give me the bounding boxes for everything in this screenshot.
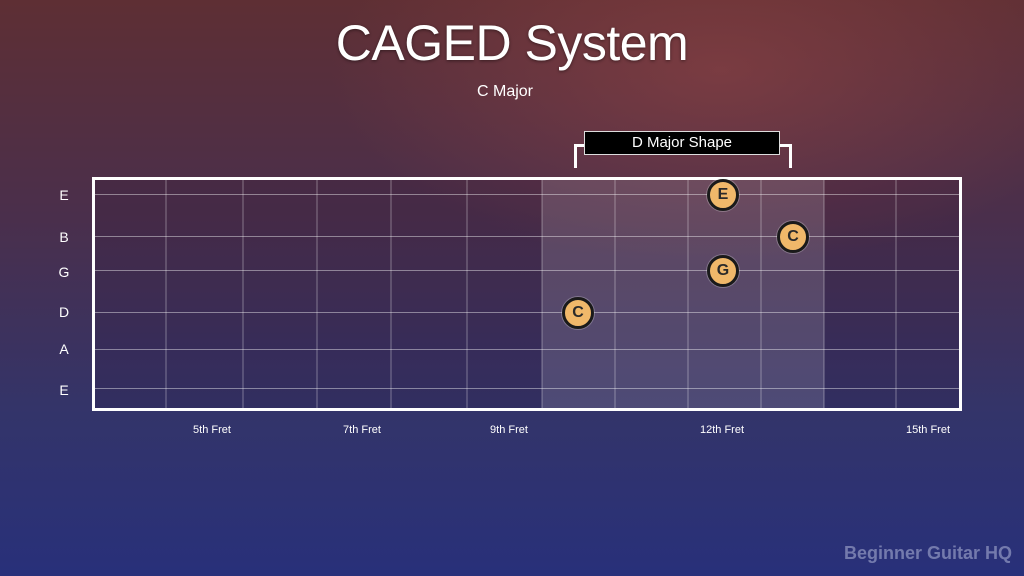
fret-line <box>823 180 825 408</box>
fret-line <box>760 180 762 408</box>
string-label-low-e: E <box>59 382 69 398</box>
string-line-a <box>95 349 959 350</box>
string-label-d: D <box>58 304 70 320</box>
shape-highlight <box>542 180 824 408</box>
fret-label-12: 12th Fret <box>699 424 745 436</box>
fret-label-15: 15th Fret <box>905 424 951 436</box>
diagram-subtitle: C Major <box>476 83 533 100</box>
note-e-high-e-string: E <box>707 179 739 211</box>
watermark: Beginner Guitar HQ <box>843 543 1012 563</box>
fret-line <box>614 180 616 408</box>
fret-label-7: 7th Fret <box>343 424 381 436</box>
fret-label-9: 9th Fret <box>490 424 528 436</box>
fret-line <box>687 180 689 408</box>
fret-line <box>541 180 543 408</box>
fret-line <box>390 180 392 408</box>
note-c-d-string: C <box>562 297 594 329</box>
fretboard <box>92 177 962 411</box>
fret-line <box>316 180 318 408</box>
string-line-b <box>95 236 959 237</box>
fret-label-5: 5th Fret <box>193 424 231 436</box>
fret-line <box>165 180 167 408</box>
fret-line <box>466 180 468 408</box>
shape-label: D Major Shape <box>584 131 780 155</box>
note-c-b-string: C <box>777 221 809 253</box>
string-line-g <box>95 270 959 271</box>
string-line-high-e <box>95 194 959 195</box>
string-line-d <box>95 312 959 313</box>
string-label-b: B <box>59 229 69 245</box>
fret-line <box>895 180 897 408</box>
fret-line <box>242 180 244 408</box>
diagram-title: CAGED System <box>335 15 689 71</box>
string-label-a: A <box>59 341 69 357</box>
string-label-g: G <box>58 264 70 280</box>
note-g-g-string: G <box>707 255 739 287</box>
string-line-low-e <box>95 388 959 389</box>
string-label-high-e: E <box>59 187 69 203</box>
